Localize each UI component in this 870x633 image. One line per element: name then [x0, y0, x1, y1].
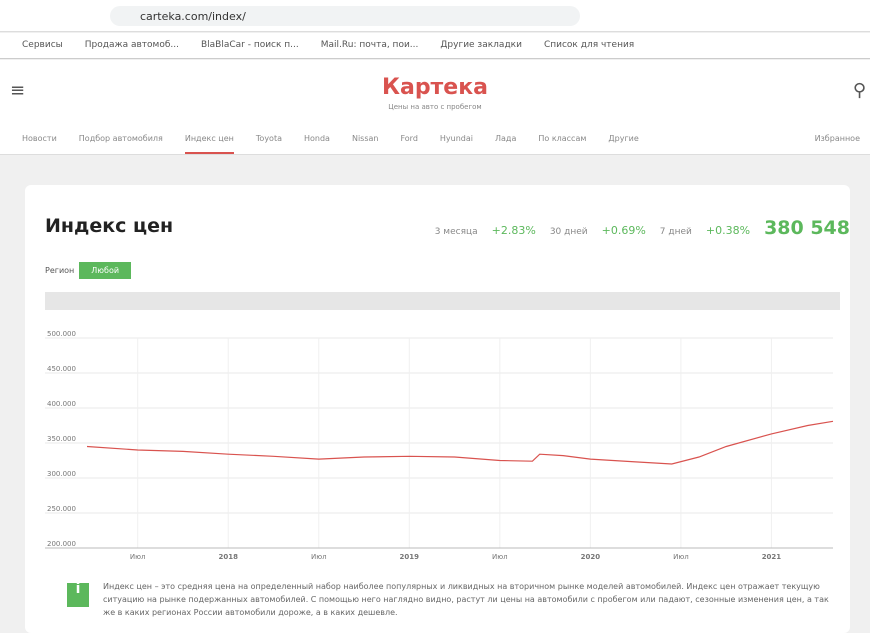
stat-period: 30 дней	[549, 227, 588, 237]
x-tick-label: Июл	[311, 553, 327, 561]
line-series	[86, 420, 834, 465]
menu-icon[interactable]: ≡	[10, 80, 26, 101]
bookmarks-bar: Сервисы Продажа автомоб... BlaBlaCar - пои…	[0, 33, 870, 59]
index-value: 380 548	[764, 217, 850, 239]
site-header: ≡ Картека Цены на авто с пробегом ⚲	[0, 60, 870, 125]
nav-item[interactable]: По классам	[538, 134, 587, 143]
x-tick-label: 2018	[218, 553, 238, 561]
logo[interactable]: Картека	[381, 75, 489, 100]
y-tick-label: 200.000	[47, 540, 76, 548]
stat-period: 7 дней	[659, 227, 692, 237]
bookmark[interactable]: Другие закладки	[440, 40, 522, 50]
info-text: Индекс цен – это средняя цена на определ…	[103, 582, 829, 617]
x-tick-label: Июл	[130, 553, 146, 561]
nav-item[interactable]: Лада	[495, 134, 517, 143]
index-card: Индекс цен 3 месяца +2.83% 30 дней +0.69% 7 …	[25, 185, 850, 633]
x-tick-label: Июл	[492, 553, 508, 561]
nav-item[interactable]: Hyundai	[439, 134, 473, 143]
nav: Новости Подбор автомобиля Индекс цен Toyota…	[0, 125, 870, 155]
x-tick-label: Июл	[673, 553, 689, 561]
nav-item[interactable]: Подбор автомобиля	[78, 134, 163, 143]
index-title: Индекс цен	[45, 215, 174, 237]
x-tick-label: 2019	[400, 553, 420, 561]
info: i Индекс цен – это средняя цена на опреде…	[67, 580, 837, 619]
nav-item[interactable]: Индекс цен	[184, 134, 234, 154]
x-tick-label: 2020	[581, 553, 601, 561]
region-button[interactable]: Любой	[79, 262, 132, 279]
stat-change: +0.69%	[601, 224, 646, 237]
y-tick-label: 250.000	[47, 505, 76, 513]
nav-item[interactable]: Новости	[22, 134, 57, 143]
stat-change: +2.83%	[491, 224, 536, 237]
nav-item[interactable]: Toyota	[255, 134, 282, 143]
region: Регион Любой	[45, 262, 132, 279]
search-icon[interactable]: ⚲	[852, 80, 866, 101]
tagline: Цены на авто с пробегом	[388, 103, 482, 111]
stat-change: +0.38%	[705, 224, 751, 237]
stat-period: 3 месяца	[434, 227, 478, 237]
bookmark[interactable]: Сервисы	[22, 40, 63, 50]
address-bar[interactable]: carteka.com/index/	[110, 6, 580, 26]
y-tick-label: 500.000	[47, 330, 76, 338]
bookmark[interactable]: Список для чтения	[543, 40, 635, 50]
bookmark[interactable]: Продажа автомоб...	[84, 40, 179, 50]
nav-item[interactable]: Honda	[303, 134, 330, 143]
region-label: Регион	[45, 266, 75, 275]
info-icon: i	[67, 582, 89, 607]
y-tick-label: 450.000	[47, 365, 76, 373]
x-tick-label: 2021	[762, 553, 782, 561]
nav-item[interactable]: Другие	[608, 134, 639, 143]
nav-item[interactable]: Ford	[400, 134, 418, 143]
favorites[interactable]: Избранное	[814, 134, 860, 143]
bookmark[interactable]: Mail.Ru: почта, пои...	[320, 40, 419, 50]
chart: 200.000 250.000 300.000 350.000 400.000 450.0…	[45, 330, 834, 561]
bookmark[interactable]: BlaBlaCar - поиск п...	[200, 40, 299, 50]
range-slider[interactable]	[45, 292, 840, 310]
y-tick-label: 300.000	[47, 470, 76, 478]
stats: 3 месяца +2.83% 30 дней +0.69% 7 дней +0.38% 3…	[435, 217, 850, 239]
y-tick-label: 400.000	[47, 400, 76, 408]
y-tick-label: 350.000	[47, 435, 76, 443]
browser-toolbar: carteka.com/index/	[0, 0, 870, 32]
nav-item[interactable]: Nissan	[351, 134, 379, 143]
